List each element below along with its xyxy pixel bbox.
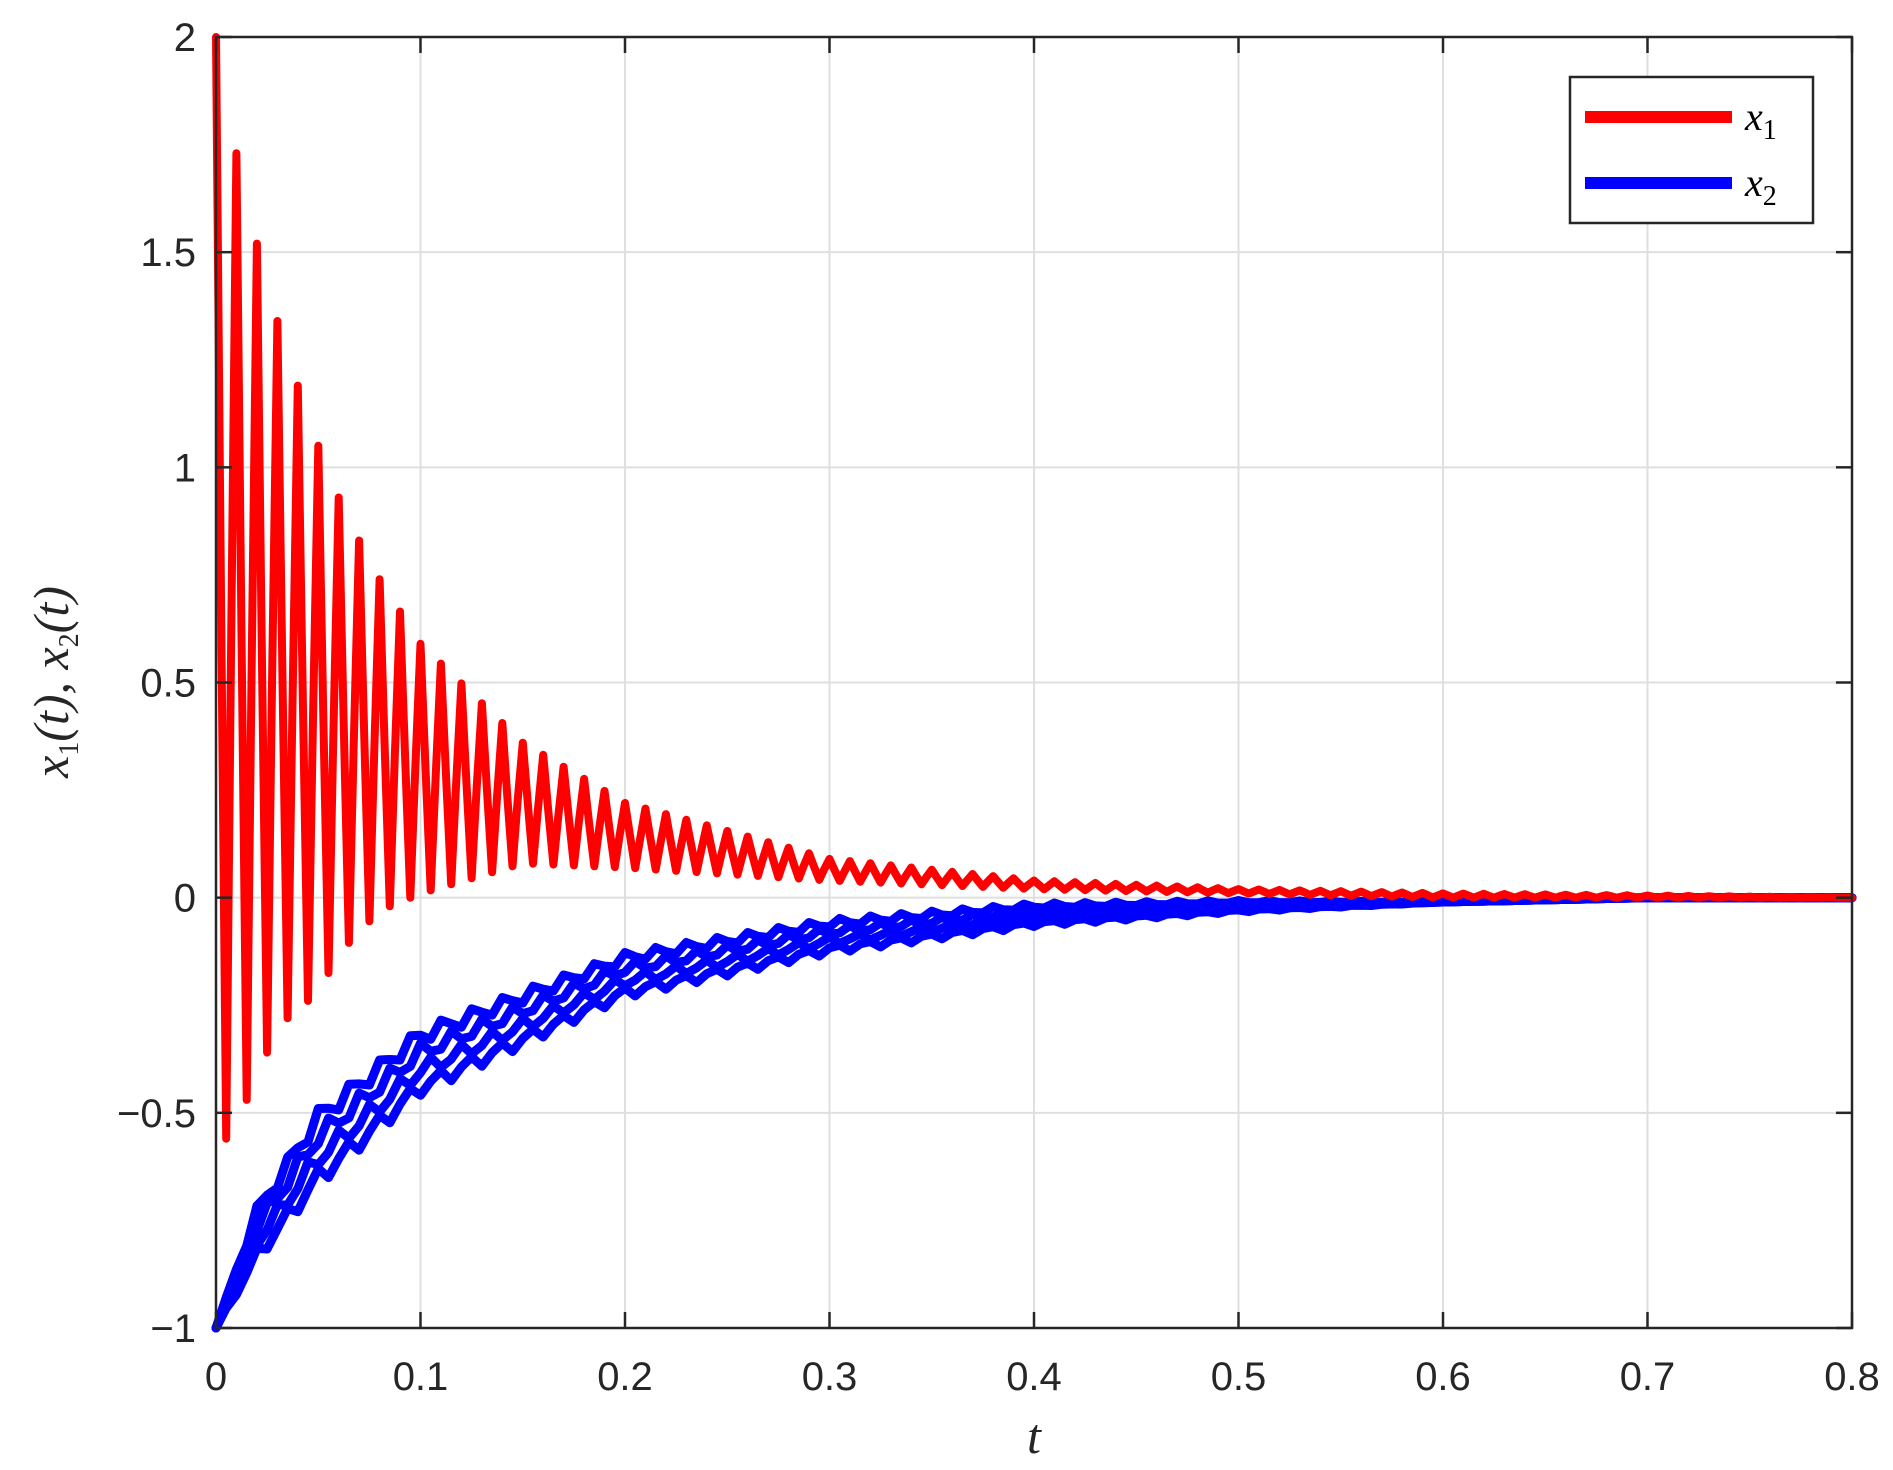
x-tick-label: 0.2: [597, 1355, 653, 1399]
x-tick-label: 0.3: [802, 1355, 858, 1399]
x1-series-line: [212, 33, 1856, 1143]
y-tick-label: −1: [150, 1307, 196, 1351]
legend: x1 x2: [1568, 75, 1815, 225]
tick-marks: [214, 35, 1854, 1330]
x-axis-label: t: [1027, 1408, 1042, 1464]
legend-label-x1: x1: [1744, 94, 1777, 146]
series-group: [211, 33, 1857, 1333]
x-tick-label: 0: [205, 1355, 227, 1399]
y-tick-label: 0.5: [140, 662, 196, 706]
legend-label-x2: x2: [1744, 160, 1777, 212]
x-tick-labels: 0 0.1 0.2 0.3 0.4 0.5 0.6 0.7 0.8: [205, 1355, 1880, 1399]
x-tick-label: 0.5: [1211, 1355, 1267, 1399]
x-tick-label: 0.4: [1006, 1355, 1062, 1399]
x-tick-label: 0.1: [393, 1355, 449, 1399]
y-tick-label: 0: [174, 877, 196, 921]
y-tick-label: −0.5: [117, 1092, 196, 1136]
svg-text:x1(t), x2(t): x1(t), x2(t): [23, 586, 85, 779]
x-tick-label: 0.6: [1415, 1355, 1471, 1399]
y-tick-label: 2: [174, 16, 196, 60]
x-tick-label: 0.8: [1824, 1355, 1880, 1399]
legend-box: [1568, 75, 1815, 225]
x-tick-label: 0.7: [1620, 1355, 1676, 1399]
y-tick-labels: −1 −0.5 0 0.5 1 1.5 2: [117, 16, 196, 1351]
y-axis-label: x1(t), x2(t): [23, 586, 85, 779]
y-tick-label: 1.5: [140, 231, 196, 275]
y-tick-label: 1: [174, 446, 196, 490]
